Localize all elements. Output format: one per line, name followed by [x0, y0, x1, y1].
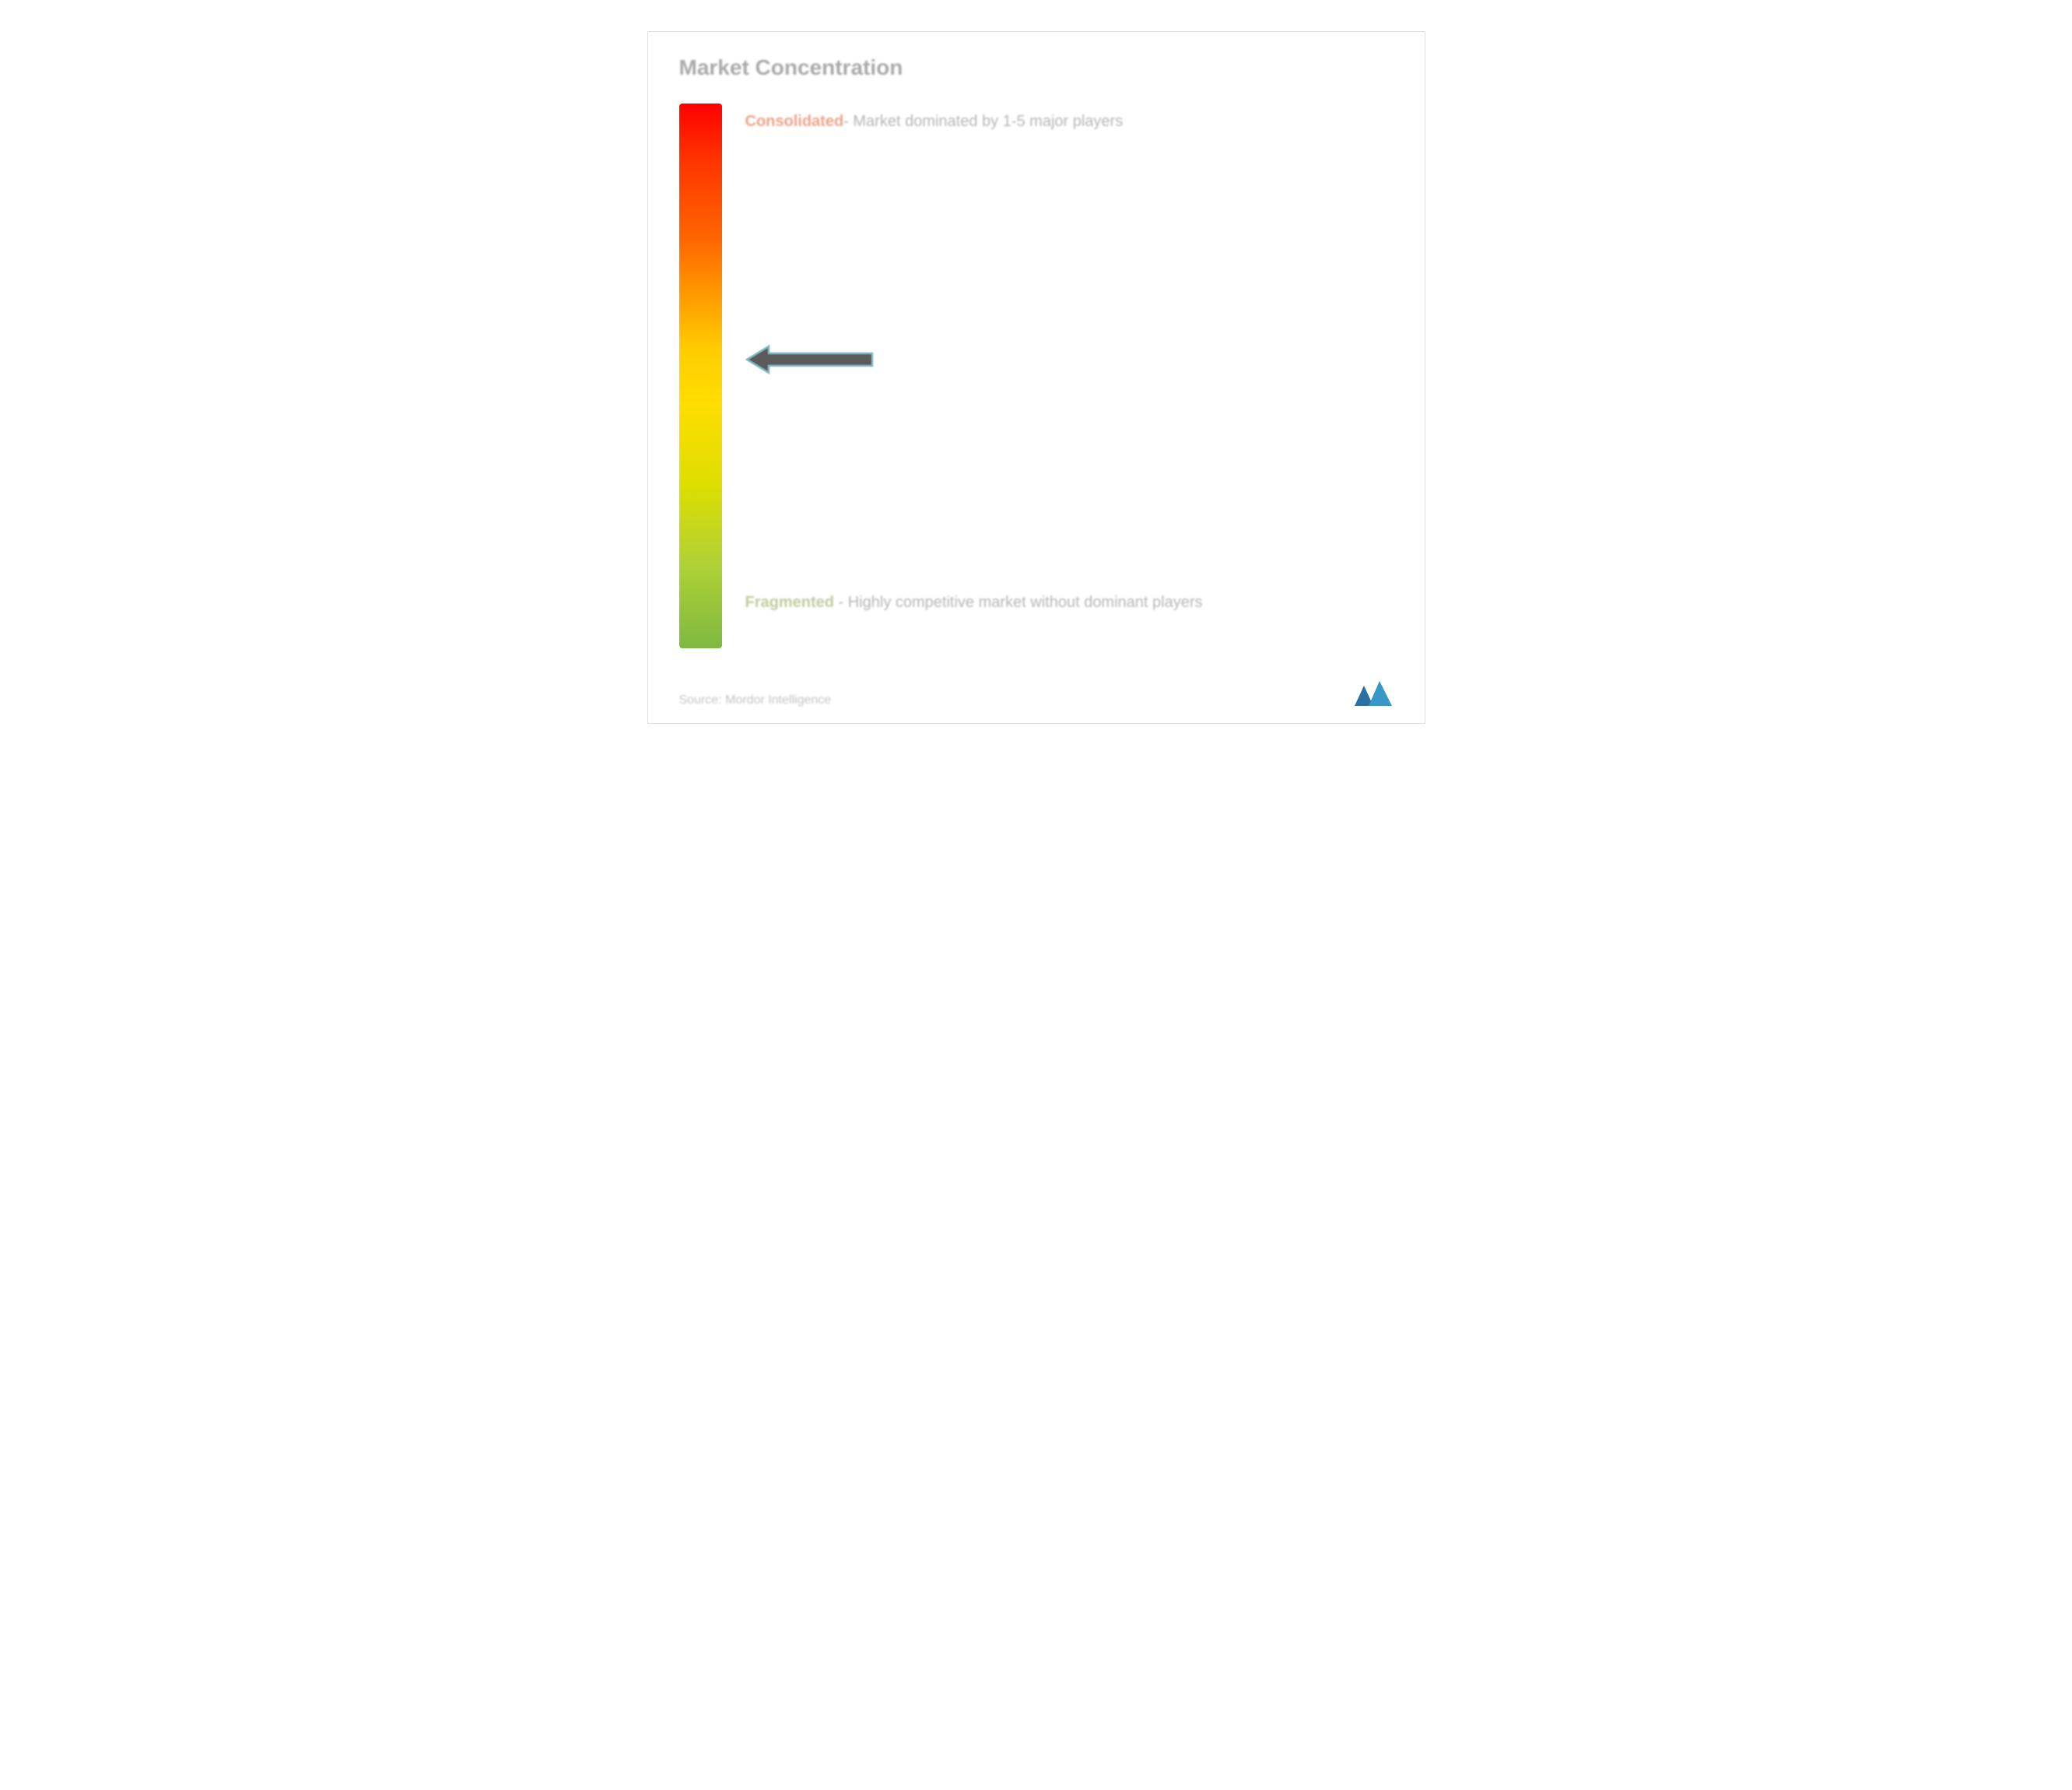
footer: Source: Mordor Intelligence: [679, 679, 1394, 707]
labels-area: Consolidated- Market dominated by 1-5 ma…: [745, 104, 1394, 648]
arrow-icon: [745, 343, 874, 376]
fragmented-highlight: Fragmented: [745, 594, 834, 611]
consolidated-description: - Market dominated by 1-5 major players: [843, 113, 1123, 130]
fragmented-description: - Highly competitive market without domi…: [834, 594, 1203, 611]
indicator-arrow: [745, 343, 874, 376]
source-text: Source: Mordor Intelligence: [679, 693, 832, 707]
mordor-logo-icon: [1353, 679, 1394, 707]
chart-title: Market Concentration: [679, 55, 1394, 80]
fragmented-label: Fragmented - Highly competitive market w…: [745, 584, 1378, 621]
concentration-gradient-bar: [679, 104, 722, 648]
consolidated-highlight: Consolidated: [745, 113, 844, 130]
main-content: Consolidated- Market dominated by 1-5 ma…: [679, 104, 1394, 648]
consolidated-label: Consolidated- Market dominated by 1-5 ma…: [745, 107, 1124, 135]
market-concentration-panel: Market Concentration Consolidated- Marke…: [647, 31, 1425, 724]
